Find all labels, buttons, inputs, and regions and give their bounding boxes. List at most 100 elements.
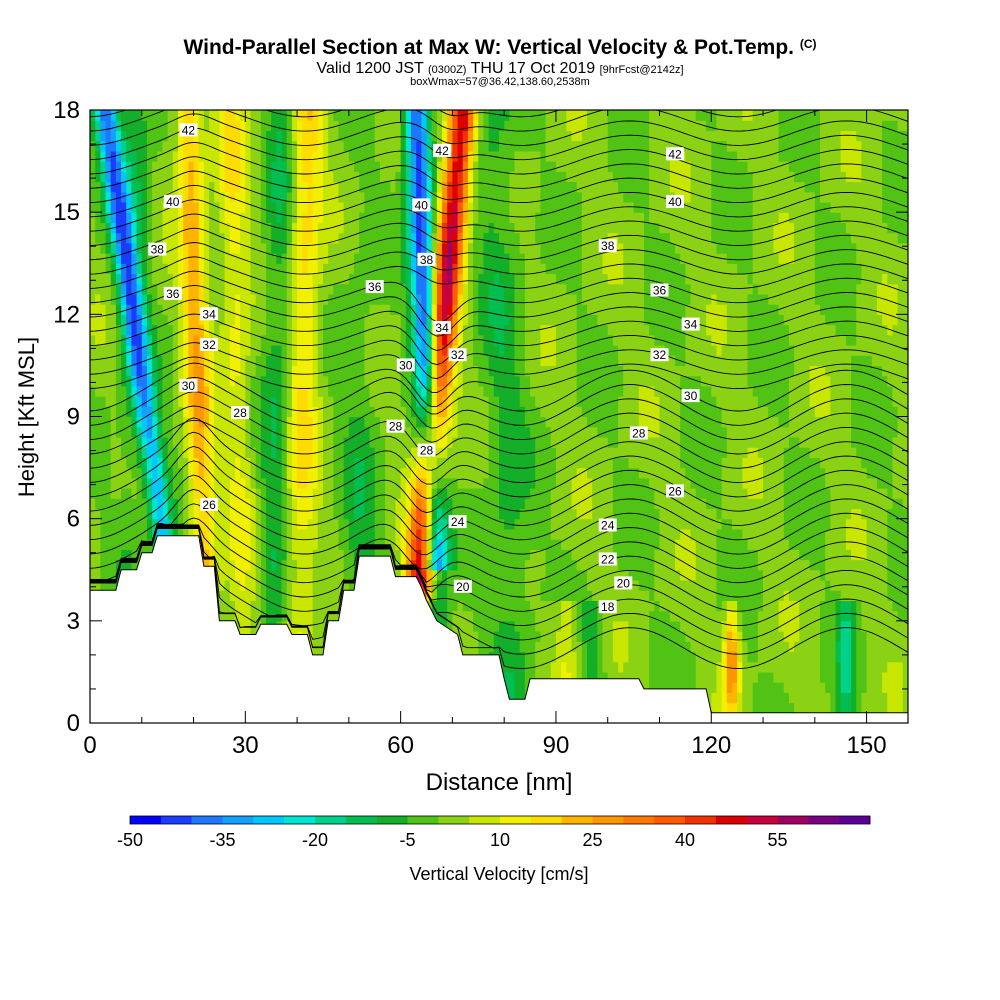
velocity-cell <box>467 212 474 223</box>
velocity-cell <box>307 191 314 203</box>
velocity-cell <box>369 181 376 193</box>
velocity-cell <box>343 181 350 193</box>
velocity-cell <box>493 518 500 530</box>
velocity-cell <box>348 406 355 418</box>
velocity-cell <box>297 222 303 234</box>
velocity-cell <box>400 130 407 142</box>
velocity-cell <box>188 406 195 418</box>
velocity-cell <box>203 273 210 285</box>
velocity-cell <box>421 263 428 275</box>
velocity-cell <box>322 406 329 418</box>
velocity-cell <box>126 467 133 479</box>
velocity-cell <box>162 130 169 142</box>
velocity-cell <box>442 212 448 223</box>
velocity-cell <box>426 324 433 336</box>
velocity-cell <box>276 171 283 183</box>
velocity-cell <box>167 304 174 315</box>
velocity-cell <box>390 457 397 469</box>
velocity-cell <box>421 569 428 581</box>
velocity-cell <box>338 212 345 223</box>
velocity-cell <box>348 579 355 591</box>
velocity-cell <box>400 242 407 254</box>
velocity-cell <box>467 426 474 438</box>
velocity-cell <box>183 242 189 254</box>
velocity-cell <box>462 375 469 387</box>
velocity-cell <box>131 457 138 469</box>
velocity-cell <box>146 426 153 438</box>
velocity-cell <box>234 253 241 264</box>
velocity-cell <box>328 181 334 193</box>
velocity-cell <box>354 232 360 244</box>
velocity-cell <box>312 191 319 203</box>
velocity-cell <box>286 426 293 438</box>
velocity-cell <box>100 344 107 356</box>
velocity-cell <box>229 201 236 213</box>
velocity-cell <box>224 344 231 356</box>
velocity-cell <box>333 426 340 438</box>
velocity-cell <box>400 201 407 213</box>
velocity-cell <box>322 477 329 489</box>
velocity-cell <box>281 498 288 510</box>
velocity-cell <box>146 518 153 530</box>
velocity-cell <box>421 559 428 571</box>
velocity-cell <box>493 150 500 162</box>
velocity-cell <box>504 263 510 275</box>
velocity-cell <box>509 273 516 285</box>
velocity-cell <box>385 344 391 356</box>
velocity-cell <box>514 671 521 683</box>
velocity-cell <box>452 539 459 550</box>
velocity-cell <box>255 559 262 571</box>
velocity-cell <box>462 549 469 561</box>
velocity-cell <box>115 477 122 489</box>
velocity-cell <box>317 600 324 612</box>
velocity-cell <box>131 150 138 162</box>
velocity-cell <box>162 324 169 336</box>
velocity-cell <box>395 549 402 561</box>
velocity-cell <box>312 508 319 520</box>
velocity-cell <box>462 140 469 152</box>
velocity-cell <box>276 191 283 203</box>
velocity-cell <box>333 559 340 571</box>
velocity-cell <box>141 191 148 203</box>
velocity-cell <box>343 528 350 540</box>
velocity-cell <box>297 232 303 244</box>
velocity-cell <box>260 406 267 418</box>
velocity-cell <box>509 426 516 438</box>
velocity-cell <box>317 631 324 642</box>
velocity-cell <box>488 140 495 152</box>
velocity-cell <box>141 161 148 172</box>
velocity-cell <box>493 120 500 132</box>
velocity-cell <box>452 140 459 152</box>
velocity-cell <box>198 365 205 377</box>
velocity-cell <box>297 324 303 336</box>
velocity-cell <box>167 488 174 499</box>
velocity-cell <box>385 488 391 499</box>
velocity-cell <box>255 181 262 193</box>
velocity-cell <box>203 385 210 397</box>
velocity-cell <box>462 232 469 244</box>
velocity-cell <box>198 457 205 469</box>
velocity-cell <box>100 201 107 213</box>
velocity-cell <box>499 436 505 448</box>
velocity-cell <box>478 314 485 326</box>
velocity-cell <box>467 436 474 448</box>
velocity-cell <box>110 334 117 346</box>
velocity-cell <box>499 355 505 367</box>
velocity-cell <box>322 569 329 581</box>
velocity-cell <box>328 539 334 550</box>
velocity-cell <box>364 263 371 275</box>
velocity-cell <box>385 130 391 142</box>
velocity-cell <box>369 436 376 448</box>
velocity-cell <box>395 539 402 550</box>
velocity-cell <box>379 222 386 234</box>
velocity-cell <box>405 232 412 244</box>
velocity-cell <box>312 620 319 632</box>
velocity-cell <box>266 161 272 172</box>
velocity-cell <box>462 314 469 326</box>
velocity-cell <box>297 569 303 581</box>
velocity-cell <box>229 365 236 377</box>
velocity-cell <box>266 314 272 326</box>
velocity-cell <box>390 140 397 152</box>
velocity-cell <box>302 457 309 469</box>
velocity-cell <box>250 549 257 561</box>
